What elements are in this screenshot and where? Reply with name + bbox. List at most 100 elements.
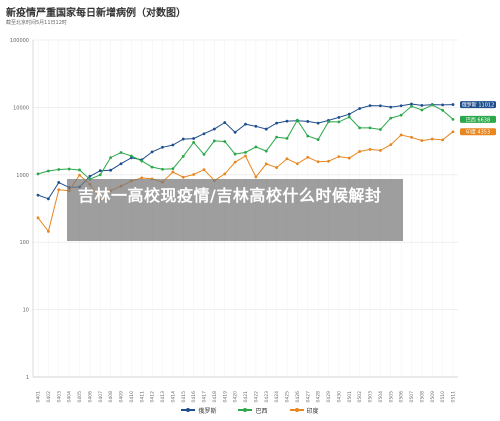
series-point-0 <box>192 137 196 140</box>
series-point-1 <box>441 108 445 112</box>
series-point-2 <box>285 157 289 161</box>
x-tick-label: 0417 <box>202 391 208 403</box>
series-point-0 <box>378 104 382 108</box>
x-tick-label: 0409 <box>119 391 125 403</box>
legend-label-russia: 俄罗斯 <box>198 407 217 415</box>
chart-title: 新疫情严重国家每日新增病例（对数图） <box>6 8 186 19</box>
series-point-2 <box>264 162 268 166</box>
series-point-0 <box>202 132 206 136</box>
x-tick-label: 0503 <box>368 391 374 403</box>
chart-subtitle: 截至北京时间5月11日12时 <box>6 20 67 26</box>
series-point-0 <box>109 168 113 172</box>
series-point-0 <box>150 150 154 154</box>
series-point-2 <box>233 160 237 164</box>
series-point-1 <box>78 168 81 172</box>
end-label-badge-0 <box>460 101 496 109</box>
series-point-1 <box>295 118 299 122</box>
chart-legend: 俄罗斯 巴西 印度 <box>0 404 500 416</box>
series-point-1 <box>150 165 154 169</box>
end-label-badge-2 <box>460 128 496 136</box>
end-label-text-0: 俄罗斯 11012 <box>462 102 495 109</box>
series-point-2 <box>316 160 320 164</box>
x-tick-label: 0425 <box>285 391 291 403</box>
series-point-1 <box>420 108 424 112</box>
series-point-1 <box>244 150 247 154</box>
series-point-1 <box>161 167 164 171</box>
series-point-1 <box>171 167 175 171</box>
end-label-badge-1 <box>460 115 496 123</box>
series-point-0 <box>285 119 289 123</box>
series-point-0 <box>212 127 216 131</box>
series-point-0 <box>399 104 403 108</box>
x-tick-label: 0404 <box>67 391 73 403</box>
series-point-0 <box>181 137 185 141</box>
y-tick-label: 1000 <box>16 173 29 179</box>
series-point-1 <box>347 115 351 119</box>
x-tick-label: 0505 <box>388 391 394 403</box>
caption-overlay <box>67 179 403 241</box>
series-point-2 <box>389 143 393 147</box>
series-point-0 <box>57 181 61 184</box>
series-point-1 <box>399 113 403 117</box>
x-tick-label: 0416 <box>191 391 197 403</box>
series-point-0 <box>347 112 351 116</box>
series-point-0 <box>233 130 237 134</box>
series-point-0 <box>264 127 268 131</box>
x-tick-label: 0411 <box>139 391 145 403</box>
series-point-2 <box>192 173 196 176</box>
x-tick-label: 0418 <box>212 391 218 403</box>
series-point-2 <box>441 138 445 142</box>
x-tick-label: 0407 <box>98 391 104 403</box>
series-point-1 <box>202 152 206 156</box>
y-tick-label: 100000 <box>10 38 29 44</box>
series-point-0 <box>275 121 279 125</box>
series-point-0 <box>420 104 424 107</box>
series-point-2 <box>244 154 247 158</box>
x-tick-label: 0405 <box>77 391 83 403</box>
series-point-1 <box>389 116 393 120</box>
y-tick-label: 1 <box>26 375 29 381</box>
series-point-1 <box>233 152 237 156</box>
series-point-0 <box>254 124 258 128</box>
series-point-1 <box>57 168 61 171</box>
series-point-2 <box>430 137 434 141</box>
series-point-1 <box>358 126 362 130</box>
series-point-1 <box>129 154 133 158</box>
series-point-1 <box>109 156 113 159</box>
legend-item-russia[interactable]: 俄罗斯 <box>181 404 216 416</box>
series-point-2 <box>410 135 413 139</box>
series-point-1 <box>67 167 71 171</box>
x-tick-label: 0504 <box>378 391 384 403</box>
x-tick-label: 0507 <box>409 391 415 403</box>
x-tick-label: 0413 <box>160 391 166 403</box>
series-point-1 <box>316 138 320 141</box>
legend-item-india[interactable]: 印度 <box>289 404 319 416</box>
series-point-2 <box>202 168 206 172</box>
series-point-1 <box>378 128 382 131</box>
x-tick-label: 0430 <box>336 391 342 403</box>
series-point-2 <box>368 148 372 151</box>
series-point-0 <box>389 105 393 109</box>
series-point-1 <box>192 140 196 144</box>
series-point-1 <box>36 172 40 176</box>
series-point-2 <box>254 175 258 179</box>
series-point-2 <box>57 188 61 192</box>
series-point-2 <box>306 155 310 159</box>
series-point-0 <box>36 193 40 197</box>
legend-item-brazil[interactable]: 巴西 <box>238 404 268 416</box>
series-point-2 <box>36 216 40 220</box>
series-point-0 <box>337 116 341 119</box>
series-point-1 <box>46 169 50 173</box>
series-point-1 <box>140 159 144 163</box>
legend-label-brazil: 巴西 <box>255 407 268 415</box>
series-point-2 <box>171 170 175 174</box>
legend-label-india: 印度 <box>306 407 319 415</box>
series-point-2 <box>399 133 403 137</box>
series-point-1 <box>212 139 216 143</box>
x-tick-label: 0424 <box>274 391 280 403</box>
series-point-0 <box>244 122 247 126</box>
x-tick-label: 0406 <box>87 391 93 403</box>
series-point-0 <box>88 174 92 178</box>
x-tick-label: 0422 <box>253 391 259 403</box>
